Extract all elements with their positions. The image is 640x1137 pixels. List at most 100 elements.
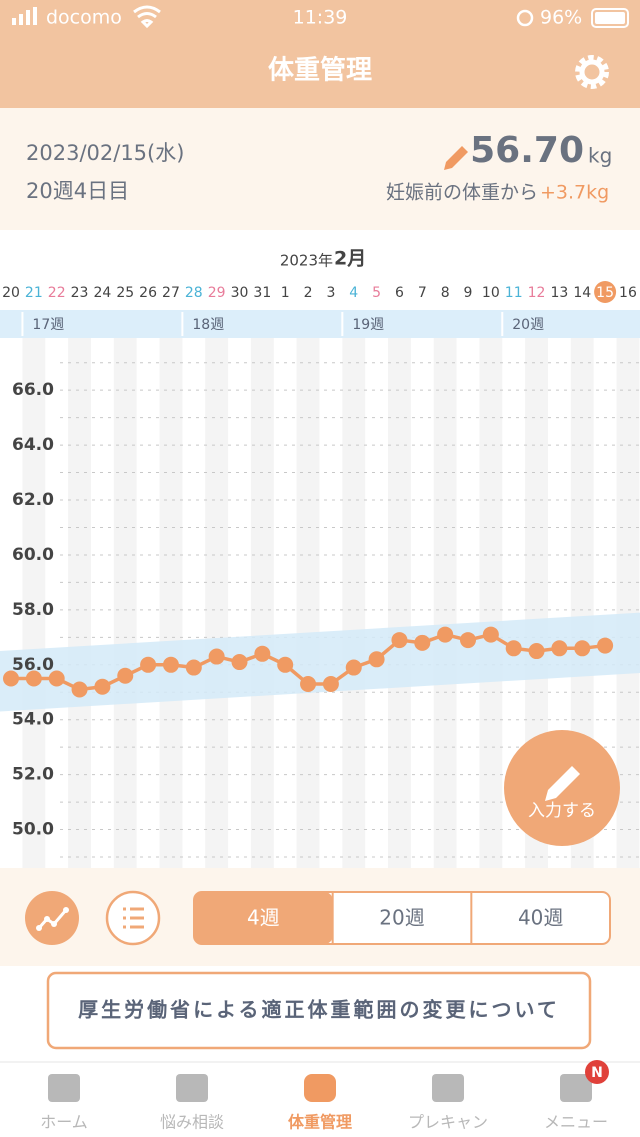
range-option[interactable]: 4週 <box>247 906 280 930</box>
selected-day <box>594 281 617 303</box>
day-label: 11 <box>505 285 523 301</box>
day-label: 25 <box>116 285 134 301</box>
day-stripe <box>250 338 274 868</box>
day-label: 3 <box>326 285 335 301</box>
data-point <box>94 678 111 695</box>
day-label: 12 <box>528 285 546 301</box>
tab-icon[interactable] <box>560 1074 592 1102</box>
week-label: 19週 <box>352 317 384 333</box>
tab-icon[interactable] <box>176 1074 208 1102</box>
y-tick-label: 50.0 <box>12 820 54 840</box>
day-label: 7 <box>418 285 427 301</box>
diff-label: 妊娠前の体重から <box>386 182 538 204</box>
data-point <box>505 640 522 657</box>
y-tick-label: 52.0 <box>12 765 54 785</box>
badge <box>585 1060 609 1084</box>
data-point <box>254 645 271 662</box>
day-stripe <box>205 338 229 868</box>
tab[interactable]: メニュー N <box>544 1060 609 1132</box>
tab-label[interactable]: 体重管理 <box>288 1113 352 1132</box>
wifi-icon <box>133 5 161 29</box>
data-point <box>460 632 476 649</box>
data-point <box>597 637 614 654</box>
chart-year: 2023年 <box>280 252 333 270</box>
settings-button[interactable] <box>575 55 609 89</box>
day-stripe <box>342 338 366 868</box>
data-point <box>231 654 248 671</box>
y-tick-label: 62.0 <box>12 490 54 510</box>
range-option[interactable]: 20週 <box>379 906 424 930</box>
week-row-bg <box>0 310 640 338</box>
week-label: 17週 <box>32 317 64 333</box>
header-bg <box>0 0 640 108</box>
tab[interactable]: 体重管理 <box>288 1074 352 1132</box>
data-point <box>437 626 454 643</box>
tab-icon[interactable] <box>432 1074 464 1102</box>
summary-bg <box>0 108 640 230</box>
data-point <box>140 656 157 673</box>
banner-text[interactable]: 厚生労働省による適正体重範囲の変更について <box>78 998 560 1022</box>
fab-label: 入力する <box>528 801 596 821</box>
data-point <box>277 656 294 673</box>
data-point <box>551 640 568 657</box>
tab[interactable]: ホーム <box>40 1074 88 1132</box>
tab[interactable]: プレキャン <box>408 1074 488 1132</box>
data-point <box>322 676 339 693</box>
data-point <box>185 659 202 676</box>
chart-month: 2月 <box>334 248 366 270</box>
data-point <box>3 670 19 687</box>
day-label: 8 <box>441 285 450 301</box>
date: 2023/02/15(水) <box>26 141 184 165</box>
edit-icon[interactable] <box>444 146 468 170</box>
tab-label[interactable]: ホーム <box>40 1113 88 1132</box>
day-stripe <box>296 338 320 868</box>
range-selected <box>194 892 333 944</box>
day-label: 5 <box>372 285 381 301</box>
weight-diff: +3.7kg <box>540 182 609 204</box>
tab-label[interactable]: プレキャン <box>408 1113 488 1132</box>
day-stripe <box>616 338 640 868</box>
tab-label[interactable]: メニュー <box>544 1113 608 1132</box>
day-label: 29 <box>208 285 226 301</box>
range-option[interactable]: 40週 <box>518 906 563 930</box>
data-point <box>574 640 591 657</box>
y-tick-label: 60.0 <box>12 545 54 565</box>
graph-view-button[interactable] <box>25 891 79 945</box>
day-label: 24 <box>93 285 111 301</box>
list-view-button[interactable] <box>105 890 161 946</box>
current-weight: 56.70 <box>470 130 584 171</box>
pregnancy-week: 20週4日目 <box>26 179 129 203</box>
data-point <box>300 676 317 693</box>
carrier: docomo <box>46 7 122 29</box>
data-point <box>482 626 499 643</box>
data-point <box>162 656 179 673</box>
tab-label[interactable]: 悩み相談 <box>160 1113 224 1132</box>
battery-level <box>595 12 625 24</box>
day-label: 10 <box>482 285 500 301</box>
day-label: 21 <box>25 285 43 301</box>
input-button[interactable]: 入力する <box>504 730 620 846</box>
data-point <box>528 643 545 660</box>
day-label: 4 <box>349 285 358 301</box>
week-label: 20週 <box>512 317 544 333</box>
day-label: 26 <box>139 285 157 301</box>
day-stripe <box>68 338 91 868</box>
tab-icon[interactable] <box>48 1074 80 1102</box>
day-label: 27 <box>162 285 180 301</box>
y-tick-label: 66.0 <box>12 380 54 400</box>
weight-unit: kg <box>588 144 612 168</box>
day-label: 14 <box>573 285 591 301</box>
clock: 11:39 <box>293 7 348 29</box>
day-label: 6 <box>395 285 404 301</box>
day-label: 31 <box>253 285 271 301</box>
day-stripe <box>388 338 411 868</box>
day-label: 15 <box>596 285 614 301</box>
banner-box[interactable] <box>46 971 592 1050</box>
tab[interactable]: 悩み相談 <box>160 1074 224 1132</box>
fab-icon <box>545 766 580 801</box>
day-label: 13 <box>550 285 568 301</box>
tab-icon[interactable] <box>304 1074 336 1102</box>
day-label: 2 <box>304 285 313 301</box>
